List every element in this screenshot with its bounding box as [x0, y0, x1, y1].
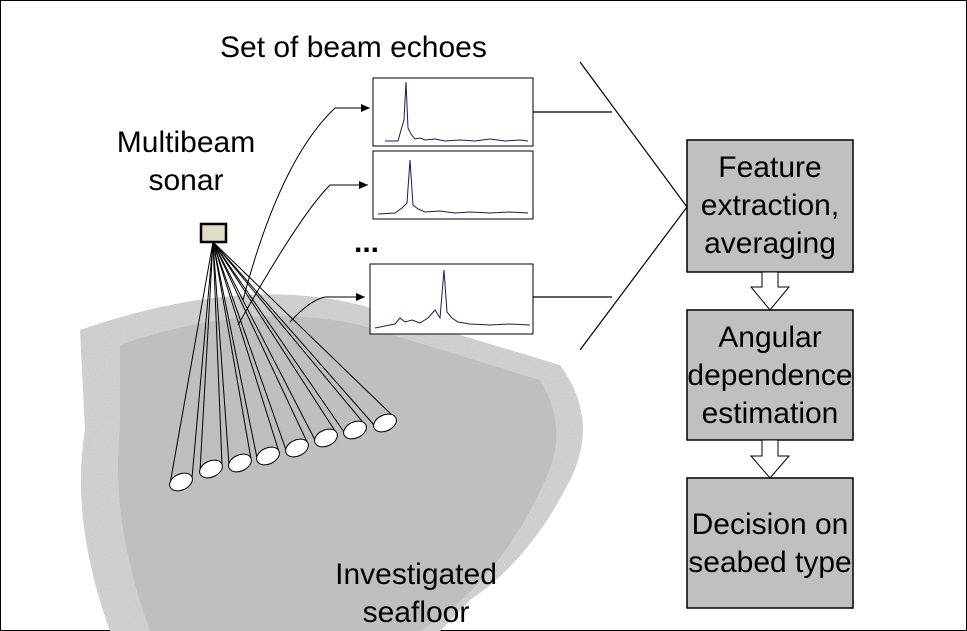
beam-edge [212, 241, 230, 466]
echo-arrows [237, 104, 370, 326]
beam-footprint [343, 420, 367, 440]
flow-arrows [749, 271, 791, 479]
beam-edge [212, 241, 345, 433]
beam-edge [212, 241, 397, 420]
sonar-beams [169, 241, 397, 492]
beam-edge [212, 241, 287, 451]
seafloor-label-line: seafloor [363, 596, 470, 629]
beam-edge [212, 241, 375, 426]
echoes-label: Set of beam echoes [220, 31, 487, 64]
step-label-line: dependence [687, 359, 852, 392]
beam-edge [212, 241, 223, 466]
beam-footprint [373, 413, 397, 433]
step-label-line: Decision on [692, 508, 849, 541]
step-label-line: averaging [704, 227, 836, 260]
echo-panels [369, 77, 534, 335]
beam-footprint [314, 428, 338, 448]
ellipsis: ... [354, 226, 379, 259]
connectors [533, 61, 688, 351]
beam-edge [191, 241, 214, 479]
echo-waveforms [374, 81, 531, 329]
beam-edge [212, 241, 316, 441]
beam-footprint [228, 453, 252, 473]
beam-edge [199, 241, 214, 472]
beam-edge [212, 241, 367, 427]
step-labels: Feature extraction, averaging Angular depend… [687, 151, 852, 579]
beam-edge [212, 241, 252, 460]
beam-footprint [199, 459, 223, 479]
beam-edge [212, 241, 338, 435]
step-label-line: estimation [702, 397, 839, 430]
seafloor-label-line: Investigated [335, 558, 497, 591]
step-label-line: extraction, [701, 189, 839, 222]
seafloor [80, 294, 583, 631]
sonar-device [199, 222, 228, 244]
step-label-line: Feature [718, 151, 821, 184]
beam-footprint [285, 438, 309, 458]
beam-edge [169, 241, 214, 485]
sonar-label-line: sonar [148, 164, 223, 197]
beam-edge [212, 241, 280, 453]
step-label-line: Angular [718, 321, 821, 354]
sonar-label-line: Multibeam [117, 126, 255, 159]
beam-edge [212, 241, 309, 445]
beam-footprint [169, 472, 193, 492]
beam-footprint [256, 446, 280, 466]
step-label-line: seabed type [688, 546, 851, 579]
process-boxes [686, 139, 854, 609]
beam-edge [212, 241, 258, 459]
